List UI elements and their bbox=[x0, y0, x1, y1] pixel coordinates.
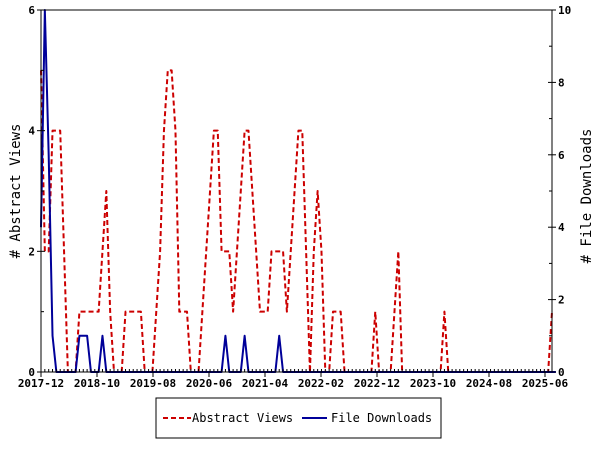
left-tick-label: 2 bbox=[28, 245, 35, 258]
left-tick-label: 6 bbox=[28, 4, 35, 17]
x-tick-label: 2025-06 bbox=[522, 377, 569, 390]
legend: Abstract Views File Downloads bbox=[155, 397, 442, 439]
x-tick-label: 2023-10 bbox=[410, 377, 456, 390]
plot-area-frame bbox=[40, 9, 553, 373]
legend-label-abstract-views: Abstract Views bbox=[192, 411, 293, 425]
series-line-abstract-views bbox=[40, 69, 553, 373]
x-axis: 2017-12 2018-10 2019-08 2020-06 2021-04 2022-… bbox=[18, 369, 569, 390]
left-tick-label: 4 bbox=[28, 125, 35, 138]
right-tick-label: 0 bbox=[558, 366, 565, 379]
x-tick-label: 2022-02 bbox=[298, 377, 344, 390]
series-line-file-downloads bbox=[40, 9, 556, 373]
legend-box bbox=[155, 397, 442, 439]
x-tick-label: 2020-06 bbox=[186, 377, 233, 390]
right-tick-label: 10 bbox=[558, 4, 571, 17]
left-axis-title: # Abstract Views bbox=[8, 124, 24, 259]
series-layer bbox=[40, 9, 556, 373]
right-tick-label: 6 bbox=[558, 149, 565, 162]
right-y-axis: 0 2 4 6 8 10 bbox=[548, 4, 571, 379]
x-tick-label: 2021-04 bbox=[242, 377, 289, 390]
x-tick-label: 2018-10 bbox=[74, 377, 120, 390]
x-tick-label: 2022-12 bbox=[354, 377, 400, 390]
left-y-axis: 0 2 4 6 bbox=[28, 4, 45, 379]
right-axis-title: # File Downloads bbox=[579, 129, 595, 264]
x-tick-label: 2024-08 bbox=[466, 377, 512, 390]
left-tick-label: 0 bbox=[28, 366, 35, 379]
right-tick-label: 2 bbox=[558, 294, 565, 307]
x-tick-label: 2017-12 bbox=[18, 377, 64, 390]
legend-label-file-downloads: File Downloads bbox=[331, 411, 432, 425]
x-tick-label: 2019-08 bbox=[130, 377, 176, 390]
right-tick-label: 4 bbox=[558, 221, 565, 234]
right-tick-label: 8 bbox=[558, 76, 565, 89]
